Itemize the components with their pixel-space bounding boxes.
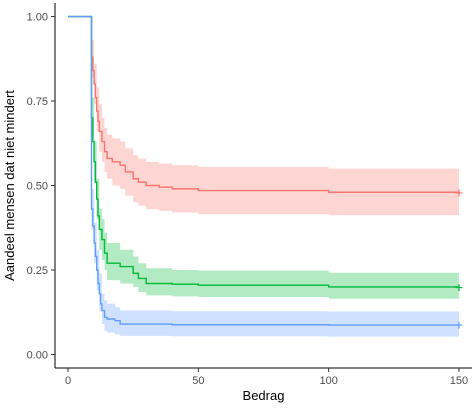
y-axis-title: Aandeel mensen dat niet mindert	[2, 90, 17, 281]
y-tick-label-1: 0.25	[27, 265, 48, 277]
y-tick-label-3: 0.75	[27, 96, 48, 108]
x-tick-label-0: 0	[65, 375, 71, 387]
y-axis-ticks: 0.00 0.25 0.50 0.75 1.00	[27, 12, 55, 361]
x-axis-ticks: 0 50 100 150	[65, 368, 468, 387]
survival-curves	[68, 15, 460, 326]
confidence-band-0	[91, 40, 459, 216]
censor-mark-0-0	[455, 189, 463, 197]
confidence-band-2	[91, 188, 459, 337]
x-tick-label-3: 150	[450, 375, 468, 387]
x-tick-label-2: 100	[319, 375, 337, 387]
confidence-band-1	[91, 97, 459, 300]
confidence-bands	[91, 40, 459, 337]
censor-mark-2-0	[455, 321, 463, 329]
censor-marks	[455, 189, 463, 329]
survival-curve-1	[68, 15, 460, 288]
x-axis-title: Bedrag	[243, 388, 285, 403]
x-tick-label-1: 50	[192, 375, 204, 387]
survival-curve-0	[68, 15, 460, 193]
y-tick-label-2: 0.50	[27, 181, 48, 193]
censor-mark-1-0	[455, 284, 463, 292]
y-tick-label-0: 0.00	[27, 349, 48, 361]
survival-curve-2	[68, 15, 459, 326]
y-tick-label-4: 1.00	[27, 12, 48, 24]
